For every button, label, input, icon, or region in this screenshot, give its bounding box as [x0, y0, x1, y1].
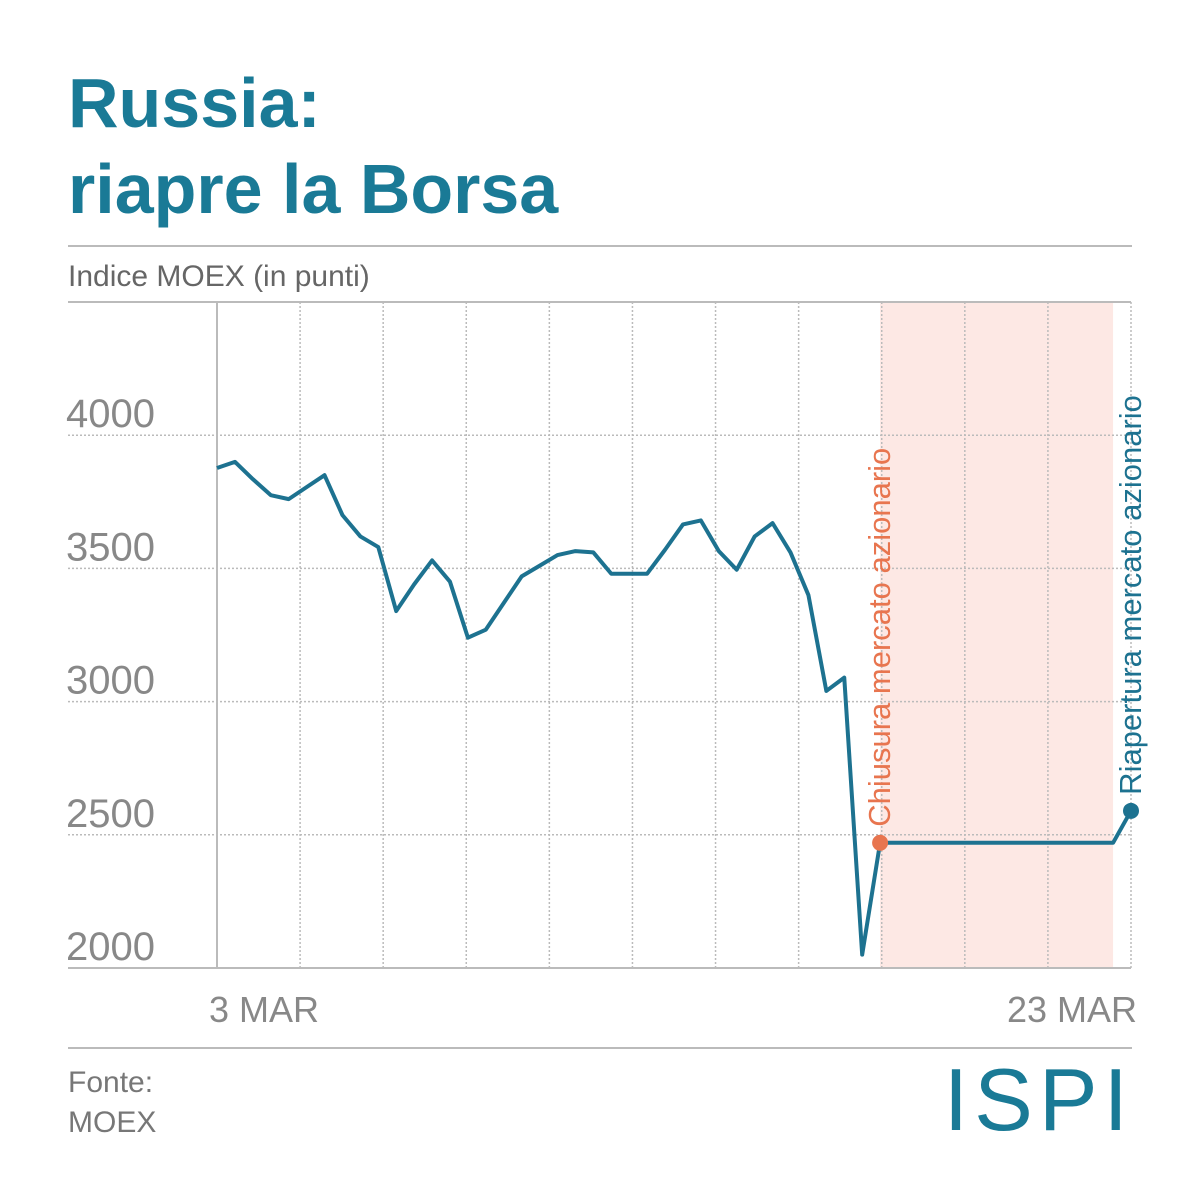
shaded-region — [880, 302, 1114, 968]
y-tick-label: 2500 — [66, 792, 155, 836]
x-tick-label: 23 MAR — [1007, 989, 1137, 1030]
chart-subtitle: Indice MOEX (in punti) — [68, 260, 370, 293]
annotation-label: Chiusura mercato azionario — [862, 448, 897, 827]
chart-title: Russia: — [68, 64, 321, 142]
chart-title: riapre la Borsa — [68, 150, 559, 228]
source: Fonte: — [68, 1066, 153, 1099]
y-tick-label: 4000 — [66, 392, 155, 436]
logo: ISPI — [944, 1050, 1134, 1149]
x-tick-label: 3 MAR — [209, 989, 319, 1030]
y-tick-label: 3500 — [66, 525, 155, 569]
line — [216, 459, 1133, 957]
y-tick-label: 2000 — [66, 925, 155, 969]
y-tick-label: 3000 — [66, 659, 155, 703]
source: MOEX — [68, 1106, 156, 1139]
annotation-dot — [1123, 802, 1139, 819]
annotation-label: Riapertura mercato azionario — [1113, 395, 1148, 795]
annotation-dot — [872, 834, 889, 851]
